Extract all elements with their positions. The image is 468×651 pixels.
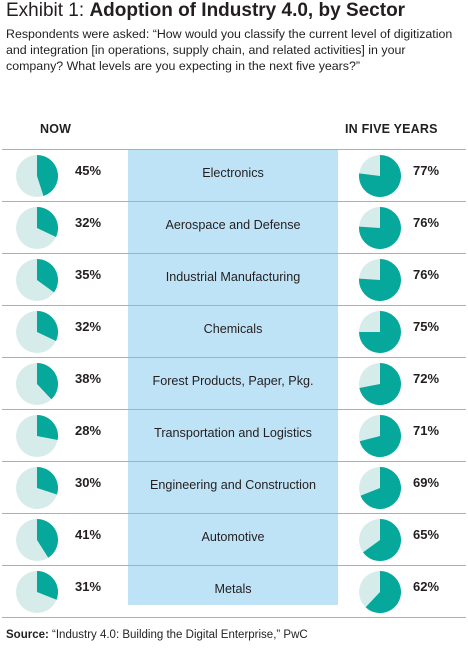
sector-row: 28% Transportation and Logistics 71%	[0, 410, 468, 461]
pie-now	[16, 571, 59, 613]
sector-label: Automotive	[201, 530, 265, 544]
sector-row: 31% Metals 62%	[0, 566, 468, 617]
pie-now-slice	[37, 467, 58, 495]
pct-now-label: 30%	[75, 475, 102, 490]
pie-now-slice	[37, 363, 59, 400]
pie-future	[358, 259, 401, 301]
sector-label: Chemicals	[203, 322, 263, 336]
sector-label: Industrial Manufacturing	[165, 270, 301, 284]
source-text: “Industry 4.0: Building the Digital Ente…	[52, 629, 308, 641]
pct-future-label: 72%	[413, 371, 440, 386]
sector-label: Forest Products, Paper, Pkg.	[152, 374, 314, 388]
pie-now	[16, 259, 58, 301]
sector-row: 41% Automotive 65%	[0, 514, 468, 565]
pie-future-slice	[359, 415, 402, 457]
pct-future-label: 75%	[413, 319, 440, 334]
pie-now-slice	[37, 207, 58, 237]
sector-row: 38% Forest Products, Paper, Pkg. 72%	[0, 358, 468, 409]
exhibit-label: Exhibit 1:	[6, 0, 85, 21]
pct-future-label: 71%	[413, 423, 440, 438]
pie-now-slice	[37, 259, 58, 293]
sector-row: 32% Chemicals 75%	[0, 306, 468, 357]
pie-now-slice	[37, 519, 58, 558]
sector-row: 30% Engineering and Construction 69%	[0, 462, 468, 513]
pie-now-slice	[37, 155, 58, 196]
source-note: Source: “Industry 4.0: Building the Digi…	[6, 629, 308, 641]
pie-future-slice	[360, 467, 401, 509]
pct-now-label: 45%	[75, 163, 102, 178]
pie-now	[16, 363, 59, 405]
pie-future	[359, 519, 402, 561]
pie-future-slice	[359, 363, 401, 405]
pie-now-slice	[37, 311, 58, 341]
sector-band	[128, 149, 338, 605]
sector-row: 32% Aerospace and Defense 76%	[0, 202, 468, 253]
pie-now	[16, 155, 58, 197]
sector-label: Electronics	[202, 166, 264, 180]
pct-now-label: 35%	[75, 267, 102, 282]
survey-question: Respondents were asked: “How would you c…	[6, 27, 453, 73]
pct-now-label: 38%	[75, 371, 102, 386]
pie-future	[359, 363, 401, 405]
chart-title: Exhibit 1: Adoption of Industry 4.0, by …	[6, 0, 405, 22]
sector-label: Metals	[214, 582, 252, 596]
pie-future-slice	[359, 311, 401, 353]
pct-future-label: 77%	[413, 163, 440, 178]
pie-future-slice	[365, 571, 401, 613]
pct-now-label: 32%	[75, 319, 102, 334]
pct-future-label: 62%	[413, 579, 440, 594]
pie-future	[358, 207, 401, 249]
pct-now-label: 32%	[75, 215, 102, 230]
pie-future-slice	[358, 207, 401, 249]
pct-future-label: 76%	[413, 267, 440, 282]
sector-row: 45% Electronics 77%	[0, 150, 468, 201]
pie-future	[359, 311, 401, 353]
pie-future	[359, 467, 401, 509]
sector-label: Aerospace and Defense	[165, 218, 301, 232]
pct-now-label: 31%	[75, 579, 102, 594]
header-future: IN FIVE YEARS	[345, 122, 438, 136]
row-divider	[2, 617, 466, 618]
source-label: Source:	[6, 629, 49, 641]
pie-future-slice	[359, 155, 402, 197]
pie-now	[16, 415, 59, 457]
pct-now-label: 41%	[75, 527, 102, 542]
pct-future-label: 76%	[413, 215, 440, 230]
sector-row: 35% Industrial Manufacturing 76%	[0, 254, 468, 305]
header-now: NOW	[40, 122, 72, 136]
sector-label: Transportation and Logistics	[154, 426, 312, 440]
pie-future	[359, 155, 402, 197]
pie-now-slice	[37, 415, 59, 440]
pie-now	[16, 467, 58, 509]
pct-future-label: 65%	[413, 527, 440, 542]
pie-now	[16, 519, 58, 561]
pct-future-label: 69%	[413, 475, 440, 490]
pie-now-slice	[37, 571, 59, 600]
pie-future	[359, 571, 401, 613]
title-text: Adoption of Industry 4.0, by Sector	[89, 0, 406, 21]
pie-future-slice	[358, 259, 401, 301]
pie-now	[16, 207, 58, 249]
pct-now-label: 28%	[75, 423, 102, 438]
pie-future-slice	[363, 519, 402, 561]
pie-future	[359, 415, 402, 457]
sector-label: Engineering and Construction	[150, 478, 316, 492]
pie-now	[16, 311, 58, 353]
